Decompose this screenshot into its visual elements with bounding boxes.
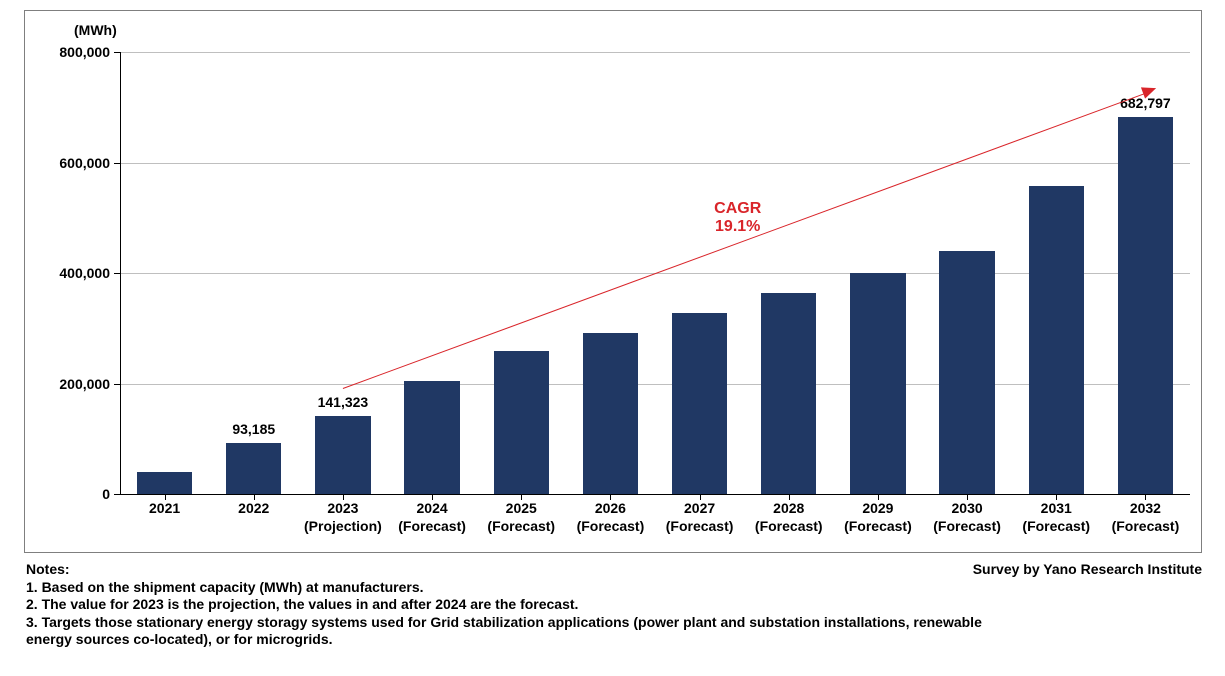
gridline (120, 494, 1190, 495)
plot-area: 0200,000400,000600,000800,00093,185141,3… (120, 52, 1190, 494)
ytick-label: 200,000 (59, 376, 110, 392)
x-label-year: 2024 (417, 500, 448, 516)
bar (315, 416, 370, 494)
x-label-year: 2030 (952, 500, 983, 516)
x-label-sub: (Forecast) (755, 518, 823, 534)
x-label-sub: (Forecast) (577, 518, 645, 534)
notes-line: 2. The value for 2023 is the projection,… (26, 596, 982, 614)
x-label-sub: (Forecast) (398, 518, 466, 534)
value-label: 93,185 (232, 421, 275, 437)
x-label-sub: (Forecast) (666, 518, 734, 534)
bar (494, 351, 549, 494)
x-label-sub: (Projection) (304, 518, 382, 534)
value-label: 141,323 (318, 394, 369, 410)
bar (850, 273, 905, 494)
notes-block: Notes:1. Based on the shipment capacity … (26, 561, 982, 649)
x-label-sub: (Forecast) (1112, 518, 1180, 534)
ytick-label: 400,000 (59, 265, 110, 281)
gridline (120, 52, 1190, 53)
bar (404, 381, 459, 494)
bar (226, 443, 281, 494)
notes-line: 3. Targets those stationary energy stora… (26, 614, 982, 632)
bar (672, 313, 727, 494)
ytick-label: 0 (102, 486, 110, 502)
x-label-sub: (Forecast) (487, 518, 555, 534)
x-label-year: 2026 (595, 500, 626, 516)
cagr-label: CAGR19.1% (714, 200, 761, 236)
x-label-year: 2025 (506, 500, 537, 516)
bar (939, 251, 994, 494)
bar (1029, 186, 1084, 494)
y-axis-unit: (MWh) (74, 22, 117, 38)
bar (583, 333, 638, 494)
y-axis-line (120, 52, 121, 494)
ytick-label: 600,000 (59, 155, 110, 171)
survey-credit: Survey by Yano Research Institute (973, 561, 1202, 577)
bar (137, 472, 192, 494)
x-label-year: 2022 (238, 500, 269, 516)
page-root: (MWh) 0200,000400,000600,000800,00093,18… (0, 0, 1225, 676)
bar (761, 293, 816, 494)
x-label-year: 2028 (773, 500, 804, 516)
x-label-sub: (Forecast) (933, 518, 1001, 534)
x-label-year: 2023 (327, 500, 358, 516)
x-label-year: 2027 (684, 500, 715, 516)
x-label-year: 2021 (149, 500, 180, 516)
cagr-arrow (343, 93, 1146, 389)
ytick-mark (114, 494, 120, 495)
x-label-year: 2029 (862, 500, 893, 516)
x-label-sub: (Forecast) (1022, 518, 1090, 534)
x-label-year: 2031 (1041, 500, 1072, 516)
bar (1118, 117, 1173, 494)
x-label-year: 2032 (1130, 500, 1161, 516)
ytick-label: 800,000 (59, 44, 110, 60)
notes-line: energy sources co-located), or for micro… (26, 631, 982, 649)
x-label-sub: (Forecast) (844, 518, 912, 534)
gridline (120, 163, 1190, 164)
notes-header: Notes: (26, 561, 982, 579)
notes-line: 1. Based on the shipment capacity (MWh) … (26, 579, 982, 597)
